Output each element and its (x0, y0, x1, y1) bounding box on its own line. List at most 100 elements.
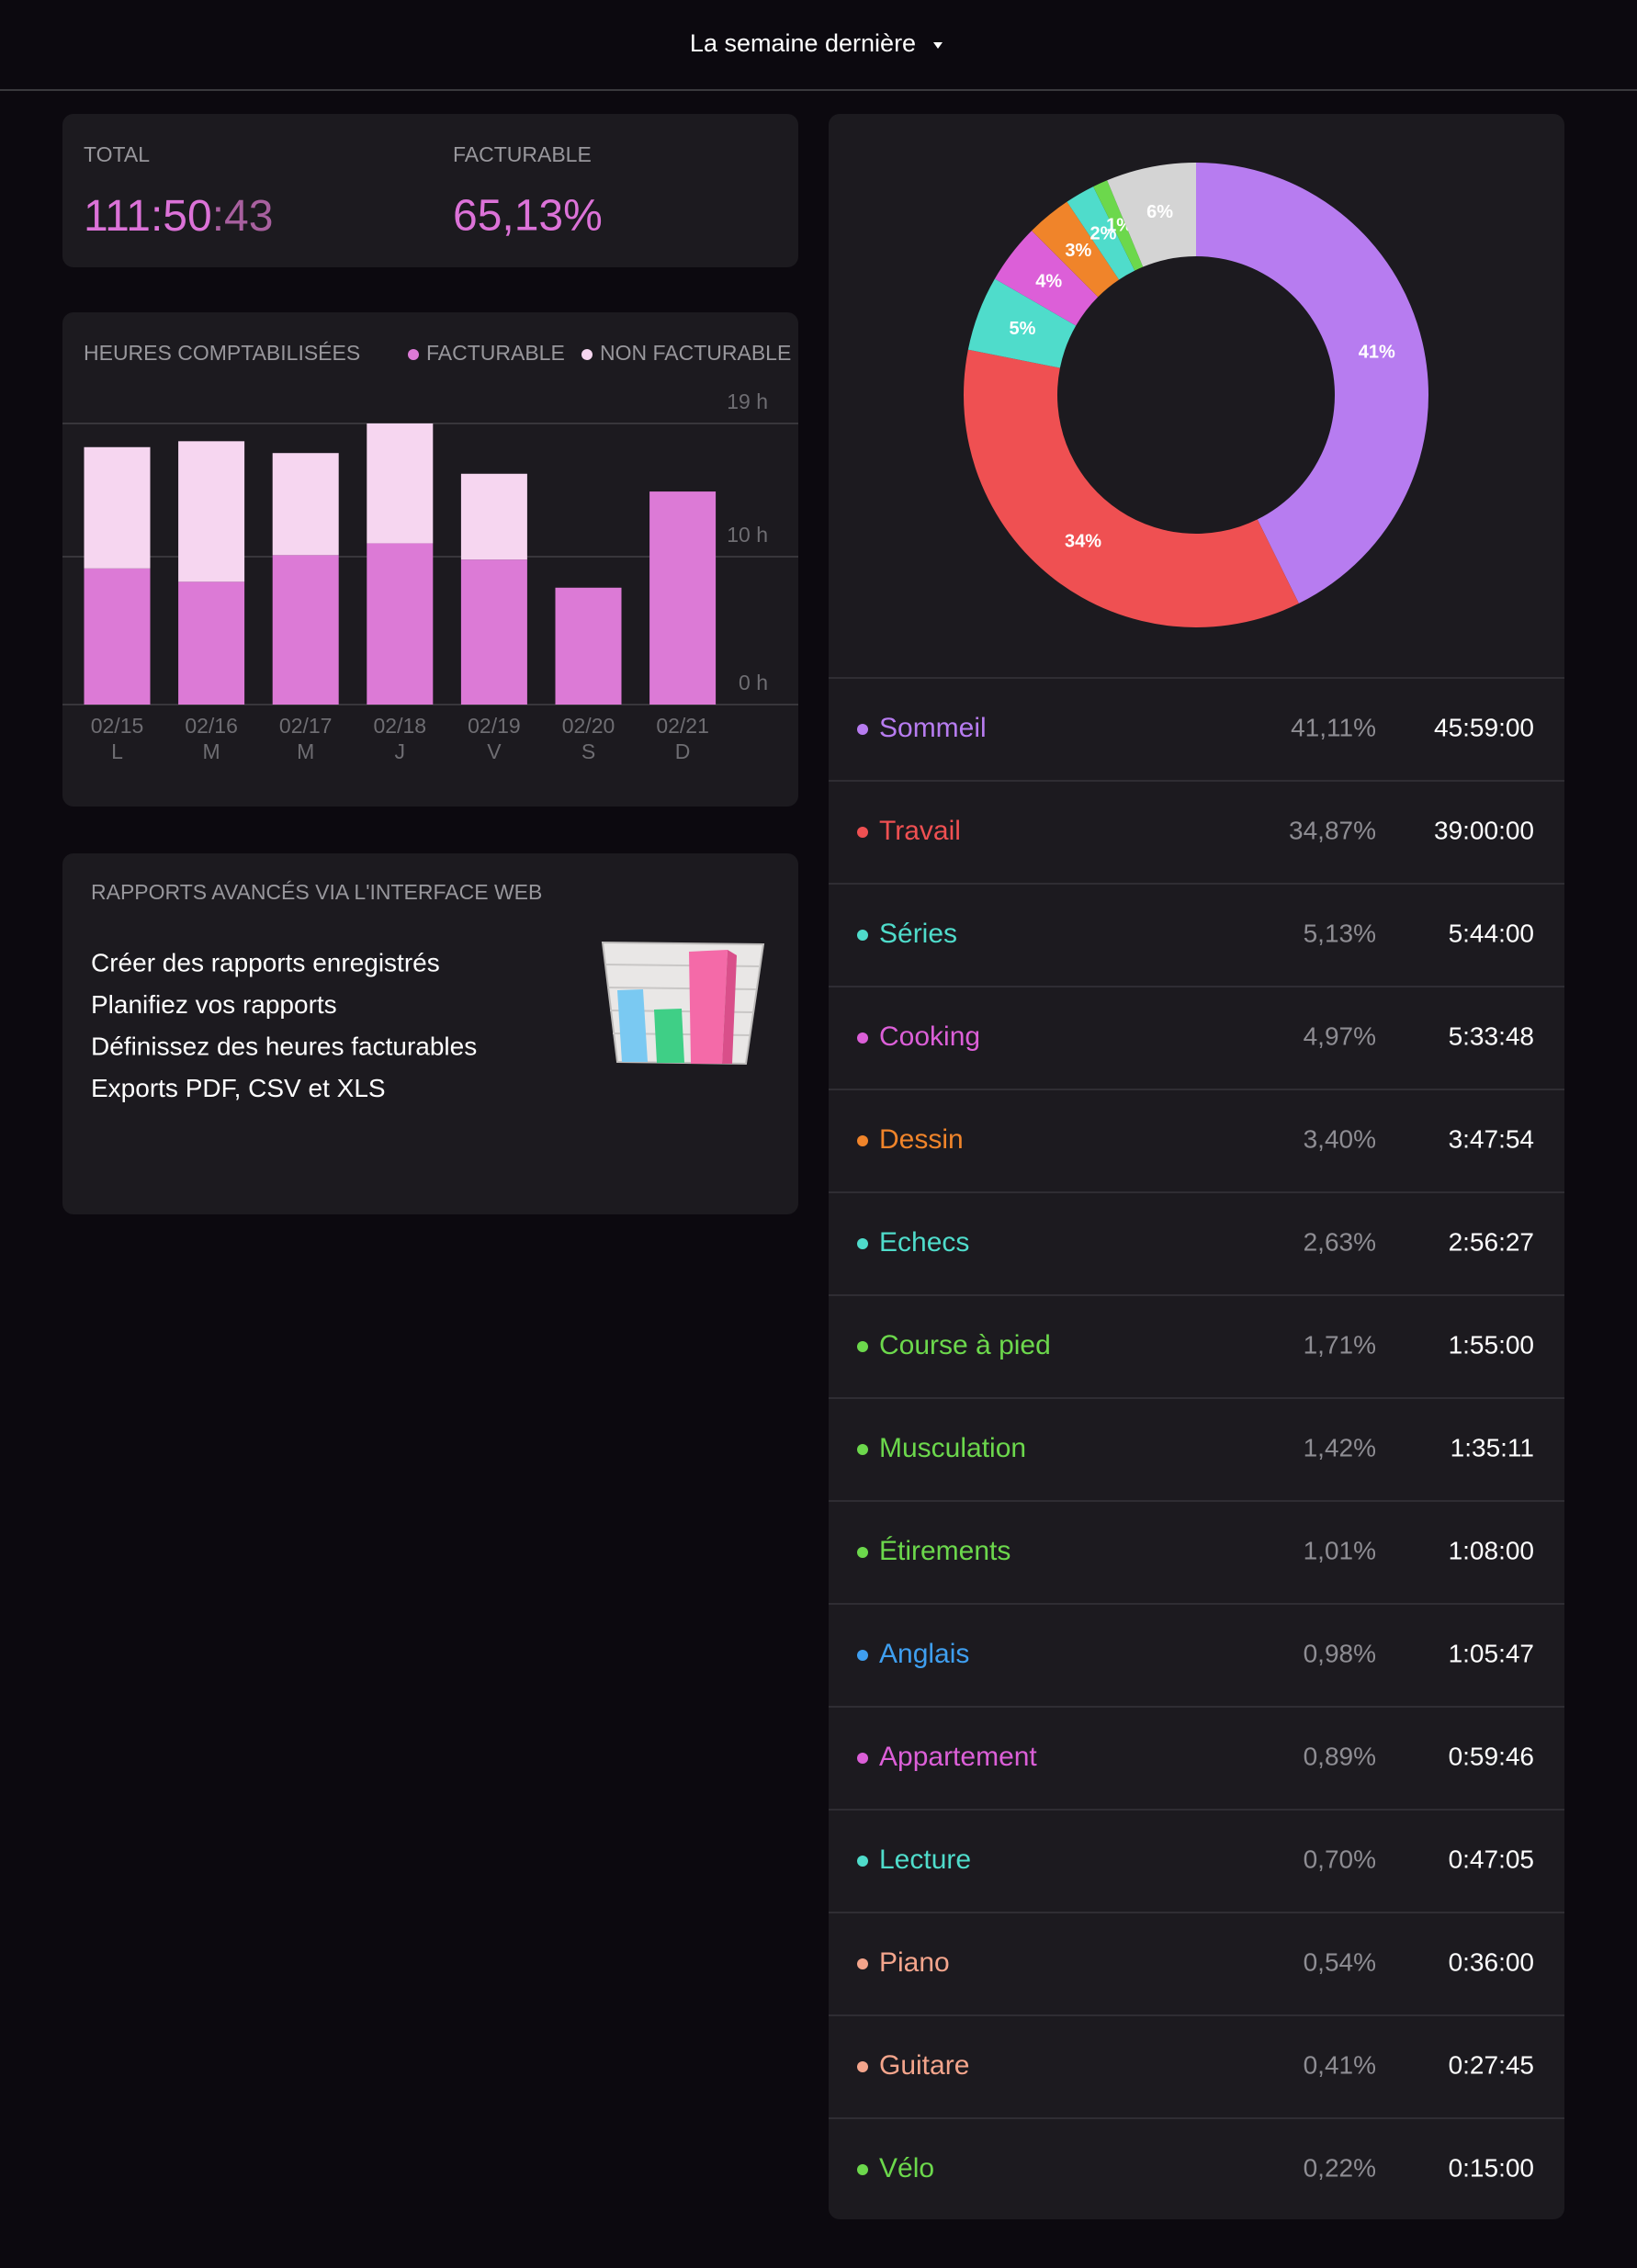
activity-name[interactable]: Travail (879, 816, 961, 846)
activity-dot (857, 1856, 868, 1867)
activity-name[interactable]: Lecture (879, 1845, 971, 1875)
activity-name[interactable]: Vélo (879, 2153, 934, 2183)
legend-swatch (581, 349, 593, 360)
activity-duration: 0:15:00 (1449, 2153, 1534, 2182)
promo-illustration (601, 941, 765, 1066)
activity-name[interactable]: Dessin (879, 1124, 964, 1155)
activity-percent: 3,40% (1304, 1124, 1376, 1153)
slice-label: 34% (1065, 532, 1101, 552)
billable-label: FACTURABLE (453, 142, 592, 166)
activity-percent: 0,98% (1304, 1639, 1376, 1667)
slice-label: 6% (1146, 202, 1173, 222)
activity-duration: 5:33:48 (1449, 1021, 1534, 1050)
dropdown-arrow[interactable] (933, 42, 943, 49)
y-tick-label: 0 h (739, 671, 768, 694)
activity-name[interactable]: Piano (879, 1947, 950, 1978)
activity-name[interactable]: Course à pied (879, 1330, 1051, 1360)
promo-list: Créer des rapports enregistrés Planifiez … (91, 948, 477, 1102)
bar-segment (84, 568, 151, 705)
activity-list: Sommeil 41,11% 45:59:00 Travail 34,87% 39:00:… (829, 677, 1564, 2183)
activity-dot (857, 1135, 868, 1146)
donut-slice[interactable] (1032, 201, 1120, 298)
activity-dot (857, 1753, 868, 1764)
bar-segment (178, 581, 245, 705)
bar-segment (272, 555, 339, 705)
activity-duration: 45:59:00 (1434, 713, 1534, 741)
slice-label: 2% (1090, 223, 1117, 243)
period-selector[interactable]: La semaine dernière (690, 29, 916, 57)
promo-item: Exports PDF, CSV et XLS (91, 1074, 386, 1102)
x-day-label: M (203, 739, 220, 763)
activity-duration: 0:36:00 (1449, 1947, 1534, 1976)
activity-duration: 0:47:05 (1449, 1845, 1534, 1873)
activity-percent: 4,97% (1304, 1021, 1376, 1050)
slice-label: 4% (1035, 271, 1062, 291)
activity-duration: 1:55:00 (1449, 1330, 1534, 1359)
donut-slice[interactable] (964, 349, 1299, 628)
activity-dot (857, 1032, 868, 1044)
donut-chart: 41%34%5%4%3%2%1%6% (964, 163, 1428, 628)
activity-name[interactable]: Appartement (879, 1742, 1037, 1772)
x-tick-label: 02/19 (468, 714, 521, 738)
total-value: 111:50:43 (84, 192, 273, 241)
bar-segment (84, 446, 151, 569)
activity-duration: 1:08:00 (1449, 1536, 1534, 1564)
x-day-label: V (487, 739, 502, 763)
promo-item: Planifiez vos rapports (91, 990, 337, 1019)
summary-card (62, 114, 798, 267)
activity-duration: 0:27:45 (1449, 2050, 1534, 2079)
x-tick-label: 02/20 (562, 714, 615, 738)
bar-segment (272, 453, 339, 556)
activity-dot (857, 1238, 868, 1249)
donut-slice[interactable] (1093, 180, 1144, 271)
bar-segment (460, 473, 527, 560)
activity-name[interactable]: Séries (879, 919, 957, 949)
y-tick-label: 19 h (727, 389, 768, 413)
slice-label: 41% (1359, 342, 1395, 362)
activity-dot (857, 1650, 868, 1661)
x-day-label: M (297, 739, 314, 763)
x-tick-label: 02/16 (185, 714, 238, 738)
activity-dot (857, 1444, 868, 1455)
donut-slice[interactable] (1196, 163, 1428, 604)
activity-dot (857, 827, 868, 838)
slice-label: 5% (1009, 319, 1035, 339)
x-day-label: L (111, 739, 123, 763)
donut-slice[interactable] (967, 278, 1077, 368)
promo-item: Définissez des heures facturables (91, 1032, 477, 1061)
activity-name[interactable]: Echecs (879, 1227, 969, 1258)
slice-label: 3% (1065, 241, 1091, 261)
donut-slice[interactable] (1107, 163, 1196, 267)
activity-name[interactable]: Anglais (879, 1639, 969, 1669)
activity-percent: 1,71% (1304, 1330, 1376, 1359)
donut-slice[interactable] (994, 231, 1099, 326)
activity-percent: 34,87% (1289, 816, 1376, 844)
activity-name[interactable]: Cooking (879, 1021, 980, 1052)
bar-chart: 0 h 10 h 19 h FACTURABLE NON FACTURABLE 02/15… (62, 341, 798, 763)
total-seconds: :43 (212, 192, 274, 241)
activity-name[interactable]: Guitare (879, 2050, 969, 2081)
activity-dot (857, 1547, 868, 1558)
promo-item: Créer des rapports enregistrés (91, 948, 440, 976)
activity-name[interactable]: Musculation (879, 1433, 1026, 1463)
x-tick-label: 02/21 (656, 714, 709, 738)
activity-percent: 0,70% (1304, 1845, 1376, 1873)
activity-name[interactable]: Étirements (879, 1536, 1010, 1566)
activity-dot (857, 2164, 868, 2175)
activity-dot (857, 930, 868, 941)
bar-segment (460, 559, 527, 705)
activity-percent: 0,54% (1304, 1947, 1376, 1976)
x-day-label: S (581, 739, 595, 763)
bar-segment (178, 441, 245, 582)
bar-segment (367, 423, 434, 544)
activity-percent: 5,13% (1304, 919, 1376, 947)
activity-dot (857, 724, 868, 735)
activity-duration: 2:56:27 (1449, 1227, 1534, 1256)
bar-segment (367, 543, 434, 705)
x-tick-label: 02/18 (374, 714, 427, 738)
activity-name[interactable]: Sommeil (879, 713, 987, 743)
donut-slice[interactable] (1067, 186, 1135, 280)
legend-label: FACTURABLE (426, 341, 565, 365)
activity-dot (857, 1958, 868, 1969)
